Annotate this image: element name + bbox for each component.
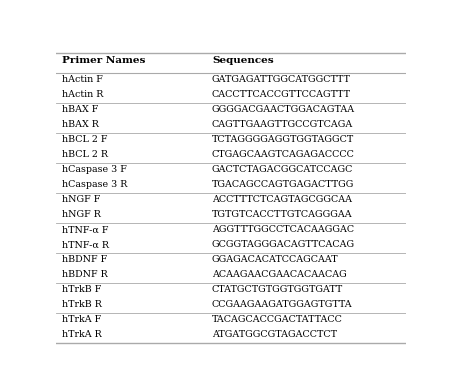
Text: GACTCTAGACGGCATCCAGC: GACTCTAGACGGCATCCAGC (212, 165, 353, 174)
Text: hTrkB R: hTrkB R (62, 300, 101, 309)
Text: hTrkB F: hTrkB F (62, 286, 101, 294)
Text: TGACAGCCAGTGAGACTTGG: TGACAGCCAGTGAGACTTGG (212, 180, 354, 189)
Text: TACAGCACCGACTATTACC: TACAGCACCGACTATTACC (212, 315, 343, 324)
Text: hTrkA F: hTrkA F (62, 315, 101, 324)
Text: GCGGTAGGGACAGTTCACAG: GCGGTAGGGACAGTTCACAG (212, 240, 355, 249)
Text: ACCTTTCTCAGTAGCGGCAA: ACCTTTCTCAGTAGCGGCAA (212, 195, 352, 204)
Text: hTNF-α F: hTNF-α F (62, 225, 108, 234)
Text: CCGAAGAAGATGGAGTGTTA: CCGAAGAAGATGGAGTGTTA (212, 300, 353, 309)
Text: Sequences: Sequences (212, 56, 274, 65)
Text: CTGAGCAAGTCAGAGACCCC: CTGAGCAAGTCAGAGACCCC (212, 151, 355, 159)
Text: hBCL 2 R: hBCL 2 R (62, 151, 108, 159)
Text: hActin F: hActin F (62, 75, 102, 84)
Text: CACCTTCACCGTTCCAGTTT: CACCTTCACCGTTCCAGTTT (212, 90, 351, 100)
Text: ACAAGAACGAACACAACAG: ACAAGAACGAACACAACAG (212, 270, 347, 279)
Text: TGTGTCACCTTGTCAGGGAA: TGTGTCACCTTGTCAGGGAA (212, 210, 353, 219)
Text: hBDNF R: hBDNF R (62, 270, 107, 279)
Text: hTNF-α R: hTNF-α R (62, 240, 109, 249)
Text: hCaspase 3 R: hCaspase 3 R (62, 180, 127, 189)
Text: CTATGCTGTGGTGGTGATT: CTATGCTGTGGTGGTGATT (212, 286, 343, 294)
Text: TCTAGGGGAGGTGGTAGGCT: TCTAGGGGAGGTGGTAGGCT (212, 135, 354, 144)
Text: CAGTTGAAGTTGCCGTCAGA: CAGTTGAAGTTGCCGTCAGA (212, 121, 353, 130)
Text: hBAX R: hBAX R (62, 121, 98, 130)
Text: GATGAGATTGGCATGGCTTT: GATGAGATTGGCATGGCTTT (212, 75, 351, 84)
Text: hBAX F: hBAX F (62, 105, 98, 114)
Text: hTrkA R: hTrkA R (62, 330, 101, 339)
Text: hNGF R: hNGF R (62, 210, 101, 219)
Text: GGAGACACATCCAGCAAT: GGAGACACATCCAGCAAT (212, 255, 339, 265)
Text: hActin R: hActin R (62, 90, 103, 100)
Text: ATGATGGCGTAGACCTCT: ATGATGGCGTAGACCTCT (212, 330, 337, 339)
Text: hBDNF F: hBDNF F (62, 255, 107, 265)
Text: hBCL 2 F: hBCL 2 F (62, 135, 107, 144)
Text: AGGTTTGGCCTCACAAGGAC: AGGTTTGGCCTCACAAGGAC (212, 225, 354, 234)
Text: GGGGACGAACTGGACAGTAA: GGGGACGAACTGGACAGTAA (212, 105, 355, 114)
Text: Primer Names: Primer Names (62, 56, 145, 65)
Text: hCaspase 3 F: hCaspase 3 F (62, 165, 126, 174)
Text: hNGF F: hNGF F (62, 195, 100, 204)
